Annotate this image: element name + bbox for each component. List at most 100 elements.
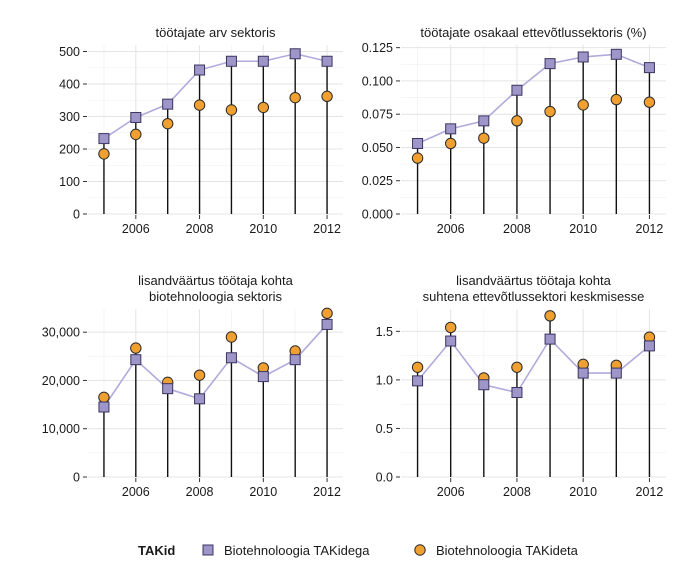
- data-point-takideta: [643, 96, 656, 108]
- data-point-takidega: [257, 371, 269, 383]
- data-point-takidega: [257, 55, 269, 67]
- data-point-takidega: [577, 367, 589, 379]
- data-point-takideta: [257, 101, 270, 114]
- data-point-takidega: [478, 115, 490, 127]
- data-point-takidega: [445, 123, 457, 135]
- chart-title: suhtena ettevõtlussektori keskmisesse: [423, 289, 645, 304]
- y-tick-label: 30,000: [42, 326, 80, 340]
- y-tick-label: 0.025: [362, 174, 393, 188]
- data-point-takidega: [321, 318, 333, 330]
- chart-title: lisandväärtus töötaja kohta: [456, 273, 611, 288]
- x-tick-label: 2010: [249, 485, 277, 499]
- y-tick-label: 500: [59, 45, 80, 59]
- y-tick-label: 200: [59, 143, 80, 157]
- data-point-takideta: [511, 115, 523, 127]
- data-point-takidega: [544, 58, 556, 70]
- data-point-takidega: [412, 375, 424, 387]
- y-tick-label: 1.0: [376, 373, 393, 387]
- data-point-takidega: [162, 98, 174, 110]
- y-tick-label: 0.100: [362, 74, 393, 88]
- data-point-takidega: [194, 393, 206, 405]
- y-tick-label: 0.5: [376, 422, 393, 436]
- chart-panel-3: lisandväärtus töötaja kohtabiotehnoloogi…: [42, 273, 343, 499]
- y-tick-label: 0.075: [362, 108, 393, 122]
- data-point-takidega: [98, 133, 110, 145]
- data-point-takideta: [193, 369, 206, 381]
- legend-square-marker: [202, 544, 214, 556]
- data-point-takideta: [321, 90, 333, 103]
- x-tick-label: 2006: [122, 485, 150, 499]
- x-tick-label: 2008: [186, 485, 214, 499]
- data-point-takidega: [194, 64, 206, 76]
- legend-title: TAKid: [138, 543, 175, 558]
- y-tick-label: 0.000: [362, 208, 393, 222]
- x-tick-label: 2006: [437, 222, 465, 236]
- data-point-takideta: [193, 99, 206, 111]
- data-point-takidega: [289, 354, 301, 366]
- legend-label: Biotehnoloogia TAKidega: [224, 543, 370, 558]
- data-point-takidega: [610, 48, 622, 60]
- data-point-takidega: [610, 367, 622, 379]
- data-point-takideta: [544, 310, 556, 322]
- x-tick-label: 2006: [437, 485, 465, 499]
- x-tick-label: 2006: [122, 222, 150, 236]
- y-tick-label: 0.0: [376, 471, 393, 485]
- data-point-takidega: [130, 111, 142, 123]
- chart-title: lisandväärtus töötaja kohta: [138, 273, 293, 288]
- x-tick-label: 2008: [186, 222, 214, 236]
- chart-panel-2: töötajate osakaal ettevõtlussektoris (%)…: [362, 25, 666, 236]
- x-tick-label: 2010: [569, 485, 597, 499]
- y-tick-label: 10,000: [42, 422, 80, 436]
- data-point-takideta: [161, 117, 174, 130]
- y-tick-label: 20,000: [42, 374, 80, 388]
- legend-circle-marker: [414, 544, 426, 556]
- series-line-takidega: [416, 337, 650, 394]
- data-point-takidega: [98, 401, 110, 413]
- data-point-takidega: [412, 137, 424, 149]
- x-tick-label: 2008: [503, 485, 531, 499]
- data-point-takidega: [577, 51, 589, 63]
- data-point-takideta: [98, 148, 110, 160]
- series-line-takidega: [103, 323, 328, 408]
- x-tick-label: 2012: [636, 485, 664, 499]
- y-tick-label: 0: [73, 471, 80, 485]
- x-tick-label: 2012: [313, 485, 341, 499]
- data-point-takideta: [130, 342, 142, 354]
- data-point-takidega: [643, 340, 655, 352]
- y-tick-label: 1.5: [376, 325, 393, 339]
- data-point-takidega: [289, 48, 301, 60]
- y-tick-label: 100: [59, 175, 80, 189]
- data-point-takidega: [643, 62, 655, 74]
- data-point-takidega: [445, 335, 457, 347]
- data-point-takideta: [444, 321, 457, 334]
- chart-panel-1: töötajate arv sektoris 0 100 200 300 400 500 20…: [59, 25, 343, 236]
- y-tick-label: 400: [59, 78, 80, 92]
- data-point-takideta: [321, 307, 333, 320]
- data-point-takideta: [511, 361, 523, 373]
- legend: TAKid Biotehnoloogia TAKidega Biotehnoloog…: [138, 543, 579, 558]
- y-tick-label: 0.125: [362, 41, 393, 55]
- data-point-takidega: [225, 352, 237, 364]
- y-tick-label: 300: [59, 110, 80, 124]
- chart-title: töötajate arv sektoris: [156, 25, 276, 40]
- data-point-takidega: [544, 333, 556, 345]
- data-point-takideta: [411, 361, 424, 373]
- data-point-takideta: [130, 128, 142, 141]
- x-tick-label: 2012: [313, 222, 341, 236]
- legend-label: Biotehnoloogia TAKideta: [436, 543, 579, 558]
- chart-title: töötajate osakaal ettevõtlussektoris (%): [420, 25, 646, 40]
- x-tick-label: 2012: [636, 222, 664, 236]
- x-tick-label: 2010: [249, 222, 277, 236]
- series-line-takidega: [417, 53, 650, 145]
- data-point-takideta: [444, 137, 457, 150]
- data-point-takidega: [478, 379, 490, 391]
- data-point-takideta: [411, 152, 424, 164]
- data-point-takideta: [225, 331, 238, 343]
- data-point-takidega: [225, 55, 237, 67]
- data-point-takidega: [321, 55, 333, 67]
- data-point-takidega: [511, 84, 523, 96]
- chart-title: biotehnoloogia sektoris: [149, 289, 282, 304]
